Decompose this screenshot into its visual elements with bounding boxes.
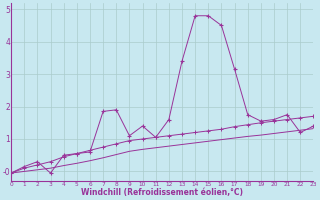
- X-axis label: Windchill (Refroidissement éolien,°C): Windchill (Refroidissement éolien,°C): [81, 188, 243, 197]
